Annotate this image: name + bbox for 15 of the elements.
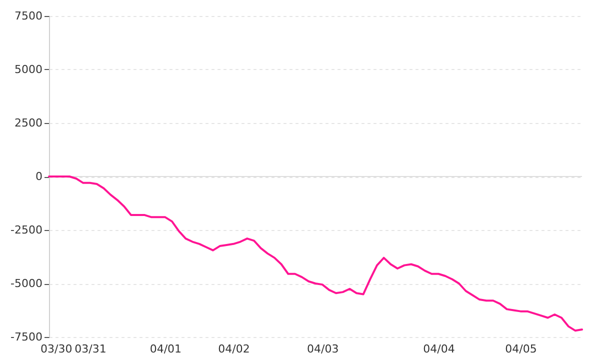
y-tick-label: -5000 (10, 277, 42, 290)
y-tick-label: 5000 (14, 63, 42, 76)
x-tick-label: 04/01 (150, 342, 182, 356)
x-tick-label: 04/02 (218, 342, 250, 356)
line-series (48, 176, 583, 332)
y-tick-label: -2500 (10, 224, 42, 236)
y-tick-label: 0 (36, 170, 42, 183)
x-tick-label: 03/31 (74, 342, 106, 356)
x-tick-label: 03/30 (40, 342, 72, 356)
y-tick-label: 7500 (14, 10, 42, 22)
x-tick-label: 04/03 (306, 342, 339, 356)
x-tick-label: 04/05 (505, 342, 537, 356)
y-tick-label: 2500 (14, 116, 42, 130)
x-tick-label: 04/04 (423, 342, 455, 356)
y-tick-label: -7500 (10, 330, 42, 344)
